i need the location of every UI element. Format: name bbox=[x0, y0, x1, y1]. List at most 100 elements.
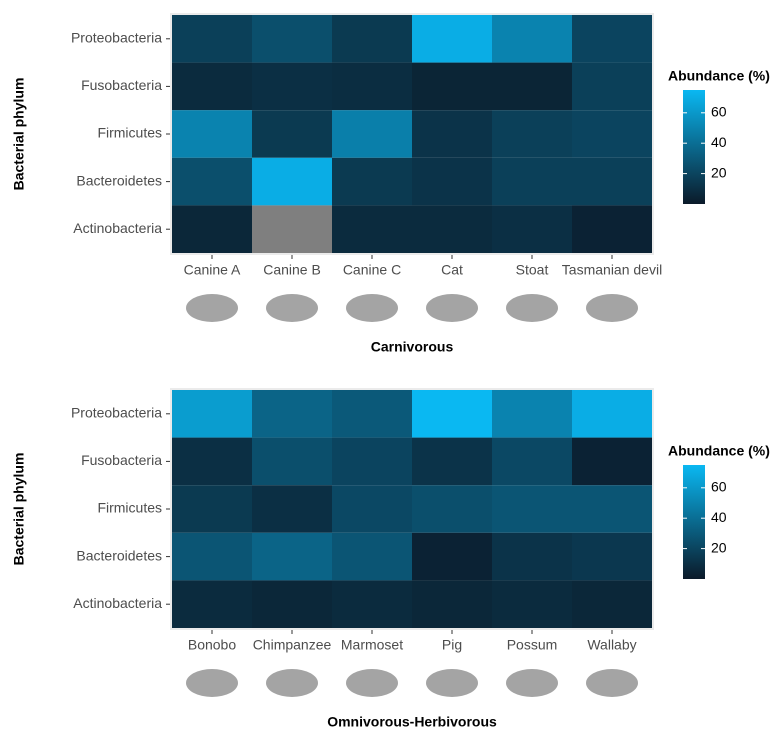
heat-cell bbox=[492, 205, 572, 253]
animal-icon bbox=[186, 669, 238, 697]
heat-cell bbox=[332, 437, 412, 486]
animal-icon bbox=[266, 669, 318, 697]
x-axis-label: Carnivorous bbox=[371, 339, 454, 355]
heat-cell bbox=[252, 110, 332, 158]
heat-cell bbox=[412, 437, 492, 486]
colorbar-tick-label: 60 bbox=[711, 479, 727, 495]
x-tick-label: Canine B bbox=[263, 262, 321, 278]
x-tick-label: Wallaby bbox=[587, 637, 636, 653]
heat-cell bbox=[252, 205, 332, 253]
colorbar-tick-label: 60 bbox=[711, 104, 727, 120]
heat-cell bbox=[492, 485, 572, 533]
colorbar-tick-label: 40 bbox=[711, 509, 727, 525]
heat-cell bbox=[332, 485, 412, 533]
y-tick-label: Firmicutes bbox=[97, 125, 162, 141]
heat-cell bbox=[412, 205, 492, 253]
heat-cell bbox=[412, 485, 492, 533]
colorbar bbox=[683, 465, 705, 579]
heat-cell bbox=[492, 157, 572, 206]
heat-cell bbox=[172, 580, 252, 628]
legend-title: Abundance (%) bbox=[668, 68, 770, 84]
animal-icon bbox=[426, 294, 478, 322]
animal-icon bbox=[266, 294, 318, 322]
y-tick-label: Fusobacteria bbox=[81, 77, 162, 93]
animal-icon bbox=[506, 294, 558, 322]
heat-cell bbox=[572, 580, 652, 628]
heat-cell bbox=[252, 390, 332, 438]
heat-cell bbox=[332, 157, 412, 206]
heat-cell bbox=[572, 110, 652, 158]
heat-cell bbox=[412, 62, 492, 111]
heat-cell bbox=[172, 532, 252, 581]
x-tick-label: Canine C bbox=[343, 262, 401, 278]
colorbar-tick-label: 20 bbox=[711, 539, 727, 555]
heat-cell bbox=[492, 62, 572, 111]
y-tick-label: Bacteroidetes bbox=[76, 547, 162, 563]
heat-cell bbox=[492, 390, 572, 438]
heat-cell bbox=[332, 580, 412, 628]
animal-icon bbox=[506, 669, 558, 697]
heat-cell bbox=[412, 110, 492, 158]
heat-cell bbox=[332, 110, 412, 158]
heat-cell bbox=[332, 390, 412, 438]
heat-cell bbox=[492, 532, 572, 581]
heat-cell bbox=[412, 157, 492, 206]
animal-icon bbox=[586, 669, 638, 697]
heat-cell bbox=[572, 532, 652, 581]
animal-icon bbox=[426, 669, 478, 697]
x-tick-label: Possum bbox=[507, 637, 558, 653]
x-axis-label: Omnivorous-Herbivorous bbox=[327, 714, 497, 730]
y-tick-label: Fusobacteria bbox=[81, 452, 162, 468]
heat-cell bbox=[252, 62, 332, 111]
y-axis-label: Bacterial phylum bbox=[11, 78, 27, 191]
heat-cell bbox=[572, 390, 652, 438]
heat-cell bbox=[252, 437, 332, 486]
x-tick-label: Canine A bbox=[184, 262, 241, 278]
x-tick-label: Tasmanian devil bbox=[562, 262, 662, 278]
heat-cell bbox=[572, 205, 652, 253]
heat-cell bbox=[572, 157, 652, 206]
heat-cell bbox=[172, 157, 252, 206]
y-tick-label: Proteobacteria bbox=[71, 30, 162, 46]
heat-cell bbox=[572, 15, 652, 63]
heat-cell bbox=[172, 437, 252, 486]
heat-cell bbox=[172, 15, 252, 63]
heat-cell bbox=[252, 580, 332, 628]
x-tick-label: Chimpanzee bbox=[253, 637, 332, 653]
heat-cell bbox=[572, 485, 652, 533]
colorbar bbox=[683, 90, 705, 204]
animal-icon bbox=[186, 294, 238, 322]
y-tick-label: Bacteroidetes bbox=[76, 172, 162, 188]
heat-cell bbox=[172, 110, 252, 158]
heat-cell bbox=[252, 15, 332, 63]
heat-cell bbox=[252, 157, 332, 206]
heat-cell bbox=[412, 15, 492, 63]
y-tick-label: Actinobacteria bbox=[73, 595, 162, 611]
animal-icon bbox=[346, 294, 398, 322]
heat-cell bbox=[172, 485, 252, 533]
x-tick-label: Bonobo bbox=[188, 637, 236, 653]
x-tick-label: Pig bbox=[442, 637, 462, 653]
animal-icon bbox=[346, 669, 398, 697]
y-tick-label: Firmicutes bbox=[97, 500, 162, 516]
heat-cell bbox=[332, 62, 412, 111]
heat-cell bbox=[492, 437, 572, 486]
legend-title: Abundance (%) bbox=[668, 443, 770, 459]
heat-cell bbox=[492, 15, 572, 63]
colorbar-tick-label: 40 bbox=[711, 134, 727, 150]
colorbar-tick-label: 20 bbox=[711, 164, 727, 180]
heat-cell bbox=[572, 62, 652, 111]
heat-cell bbox=[332, 15, 412, 63]
heat-cell bbox=[252, 532, 332, 581]
y-tick-label: Proteobacteria bbox=[71, 405, 162, 421]
heat-cell bbox=[172, 62, 252, 111]
heat-cell bbox=[332, 205, 412, 253]
heat-cell bbox=[412, 532, 492, 581]
heat-cell bbox=[572, 437, 652, 486]
animal-icon bbox=[586, 294, 638, 322]
heat-cell bbox=[492, 110, 572, 158]
heat-cell bbox=[332, 532, 412, 581]
heat-cell bbox=[172, 205, 252, 253]
